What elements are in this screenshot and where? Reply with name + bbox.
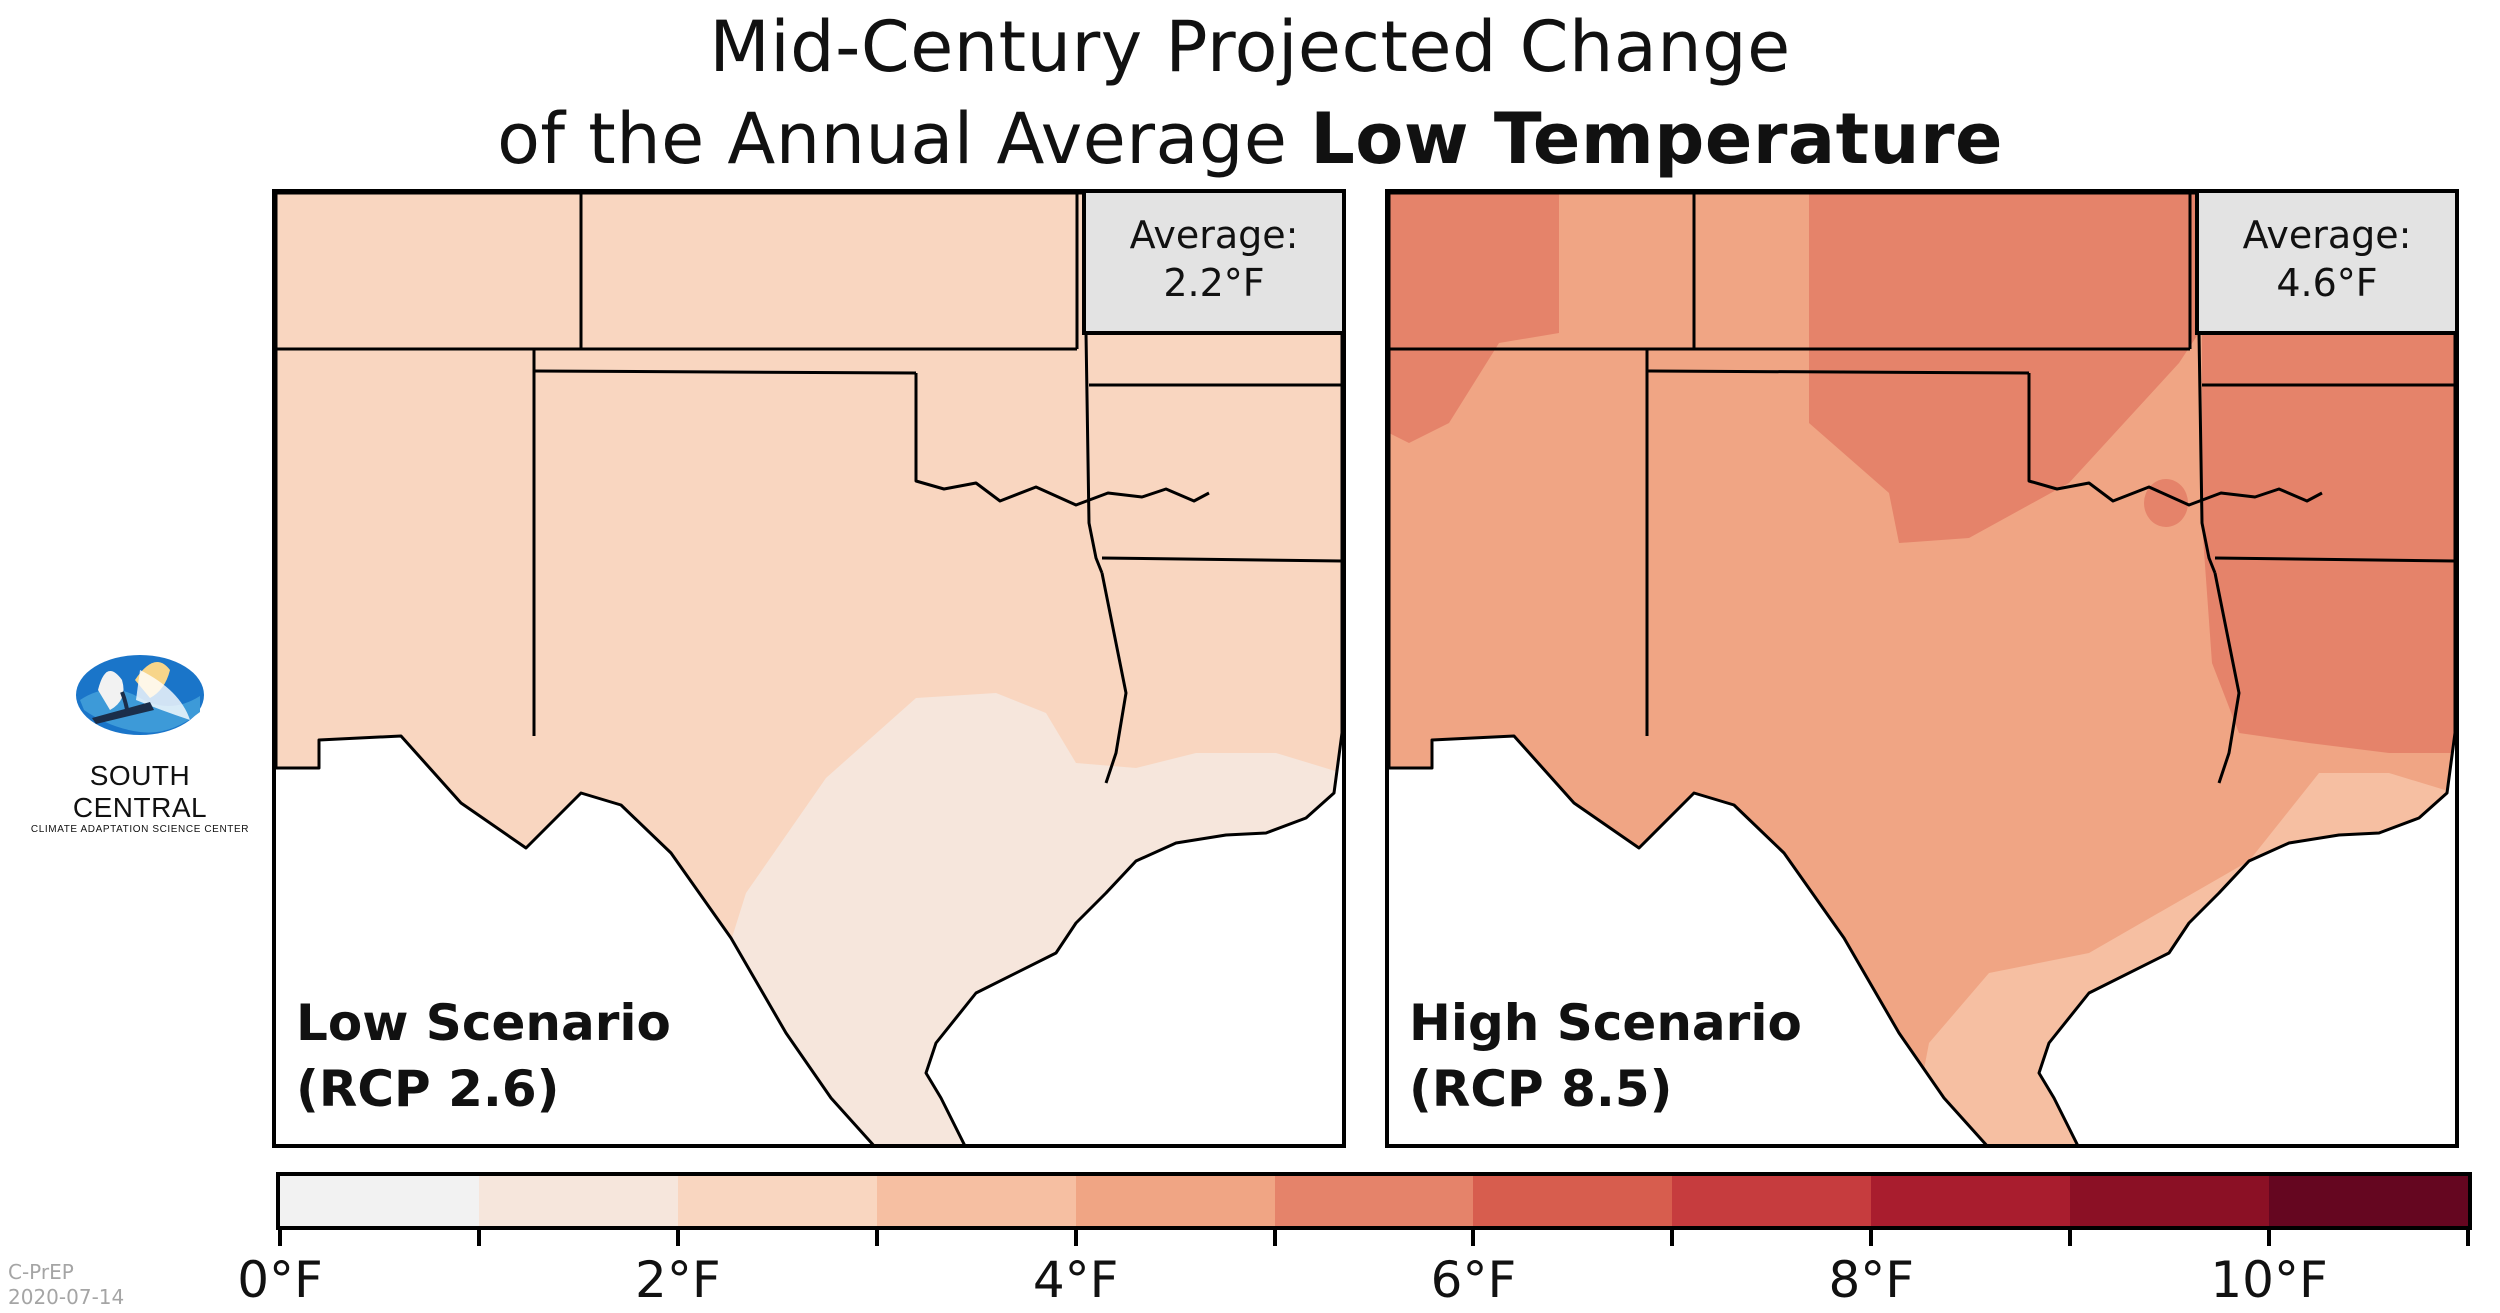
south-central-casc-logo <box>76 655 204 735</box>
colorbar-tick <box>476 1226 481 1246</box>
scenario-label: Low Scenario (RCP 2.6) <box>296 990 671 1122</box>
logo-line-1: SOUTH CENTRAL <box>72 760 208 823</box>
average-label: Average: <box>1129 213 1299 257</box>
colorbar-bin-1 <box>478 1176 678 1226</box>
colorbar-tick <box>1869 1226 1874 1246</box>
colorbar-tick <box>2068 1226 2073 1246</box>
colorbar-tick-label: 6°F <box>1430 1251 1517 1309</box>
logo-line-2: CLIMATE ADAPTATION SCIENCE CENTER <box>30 824 250 835</box>
colorbar-bin-7 <box>1672 1176 1872 1226</box>
colorbar-tick <box>278 1226 282 1246</box>
average-value: 4.6°F <box>2276 261 2378 305</box>
average-box: Average: 2.2°F <box>1082 193 1342 335</box>
colorbar-tick <box>1471 1226 1476 1246</box>
colorbar-bin-8 <box>1871 1176 2071 1226</box>
colorbar-bin-9 <box>2070 1176 2270 1226</box>
colorbar-bin-6 <box>1473 1176 1673 1226</box>
colorbar-tick-label: 8°F <box>1828 1251 1915 1309</box>
source-stamp: C-PrEP 2020-07-14 <box>8 1260 124 1310</box>
colorbar-bin-10 <box>2269 1176 2468 1226</box>
average-value: 2.2°F <box>1163 261 1265 305</box>
colorbar-bin-4 <box>1075 1176 1275 1226</box>
colorbar-tick <box>2267 1226 2272 1246</box>
map-low-scenario <box>276 193 1342 1144</box>
colorbar-bin-3 <box>876 1176 1076 1226</box>
colorbar <box>276 1172 2472 1230</box>
colorbar-tick <box>874 1226 879 1246</box>
colorbar-tick <box>1670 1226 1675 1246</box>
average-label: Average: <box>2242 213 2412 257</box>
chart-title-line-2: of the Annual Average Low Temperature <box>0 94 2500 184</box>
scenario-name: High Scenario <box>1409 994 1802 1052</box>
state-boundaries <box>1389 193 2455 1144</box>
colorbar-tick-label: 2°F <box>635 1251 721 1309</box>
colorbar-tick-label: 4°F <box>1032 1251 1119 1309</box>
logo-text: SOUTH CENTRAL CLIMATE ADAPTATION SCIENCE… <box>20 760 260 835</box>
scenario-name: Low Scenario <box>296 994 671 1052</box>
colorbar-tick <box>1272 1226 1277 1246</box>
stamp-source: C-PrEP <box>8 1260 74 1284</box>
warming-zone-dark-central <box>1809 193 2212 543</box>
map-high-scenario <box>1389 193 2455 1144</box>
stamp-date: 2020-07-14 <box>8 1285 125 1309</box>
scenario-label: High Scenario (RCP 8.5) <box>1409 990 1802 1122</box>
colorbar-tick-label: 0°F <box>237 1251 323 1309</box>
warming-zone-dark-north <box>1389 193 1559 443</box>
chart-title-line-2-bold: Low Temperature <box>1310 98 2003 180</box>
chart-title-line-2-prefix: of the Annual Average <box>497 98 1311 180</box>
colorbar-tick <box>2466 1226 2470 1246</box>
map-panel-high-scenario: Average: 4.6°F High Scenario (RCP 8.5) <box>1385 189 2459 1148</box>
colorbar-bin-2 <box>677 1176 877 1226</box>
scenario-rcp: (RCP 8.5) <box>1409 1060 1673 1118</box>
scenario-rcp: (RCP 2.6) <box>296 1060 560 1118</box>
colorbar-tick <box>1073 1226 1078 1246</box>
colorbar-bin-0 <box>280 1176 479 1226</box>
colorbar-tick <box>675 1226 680 1246</box>
state-boundaries <box>276 193 1342 1144</box>
average-box: Average: 4.6°F <box>2195 193 2455 335</box>
warming-zone-dark-east <box>2202 333 2455 753</box>
colorbar-tick-label: 10°F <box>2210 1251 2328 1309</box>
chart-title-line-1: Mid-Century Projected Change <box>709 6 1791 88</box>
colorbar-bin-5 <box>1274 1176 1474 1226</box>
map-panel-low-scenario: Average: 2.2°F Low Scenario (RCP 2.6) <box>272 189 1346 1148</box>
